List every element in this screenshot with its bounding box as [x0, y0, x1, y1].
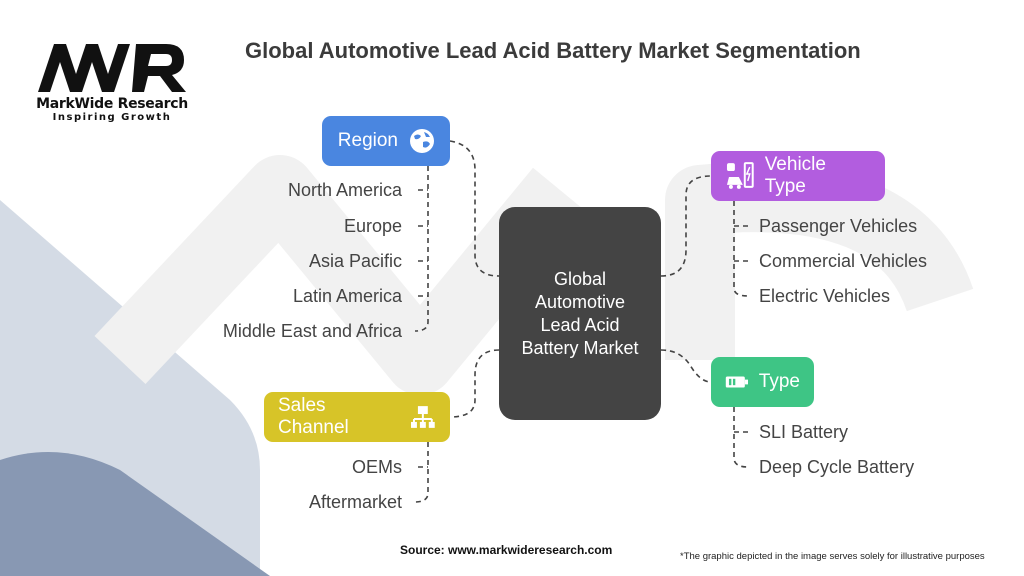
region-item: Latin America: [292, 286, 402, 306]
vehicle-type-node: Vehicle Type: [711, 151, 885, 201]
logo-tagline: Inspiring Growth: [52, 112, 172, 123]
center-label: Global Automotive Lead Acid Battery Mark…: [521, 268, 639, 358]
type-label: Type: [758, 371, 800, 392]
battery-icon: [725, 376, 749, 388]
vehicle-type-item: Electric Vehicles: [759, 286, 891, 306]
logo-name: MarkWide Research: [36, 96, 188, 112]
center-node: Global Automotive Lead Acid Battery Mark…: [499, 207, 661, 420]
type-item: SLI Battery: [759, 422, 849, 442]
disclaimer-note: *The graphic depicted in the image serve…: [680, 551, 985, 562]
sales-channel-node: Sales Channel: [264, 392, 450, 442]
hierarchy-icon: [411, 406, 436, 428]
vehicle-type-label: Vehicle Type: [764, 154, 826, 197]
sales-channel-item: OEMs: [351, 457, 402, 477]
sales-channel-item: Aftermarket: [308, 492, 402, 512]
ev-charging-car-icon: [726, 162, 754, 189]
region-item: Asia Pacific: [308, 251, 402, 271]
source-text: Source: www.markwideresearch.com: [400, 543, 613, 557]
region-node: Region: [322, 116, 450, 166]
region-item: North America: [287, 180, 402, 200]
vehicle-type-item: Commercial Vehicles: [759, 251, 928, 271]
type-node: Type: [711, 357, 814, 407]
globe-icon: [410, 129, 434, 153]
mwr-logo-mark: [38, 44, 186, 92]
vehicle-type-item: Passenger Vehicles: [759, 216, 918, 236]
logo: MarkWide Research Inspiring Growth: [36, 40, 188, 123]
sales-channel-label: Sales Channel: [278, 395, 349, 438]
connectors: [414, 140, 750, 503]
region-label: Region: [337, 130, 398, 151]
page-title: Global Automotive Lead Acid Battery Mark…: [245, 38, 861, 63]
region-item: Europe: [343, 216, 402, 236]
region-item: Middle East and Africa: [222, 321, 402, 341]
type-item: Deep Cycle Battery: [759, 457, 915, 477]
